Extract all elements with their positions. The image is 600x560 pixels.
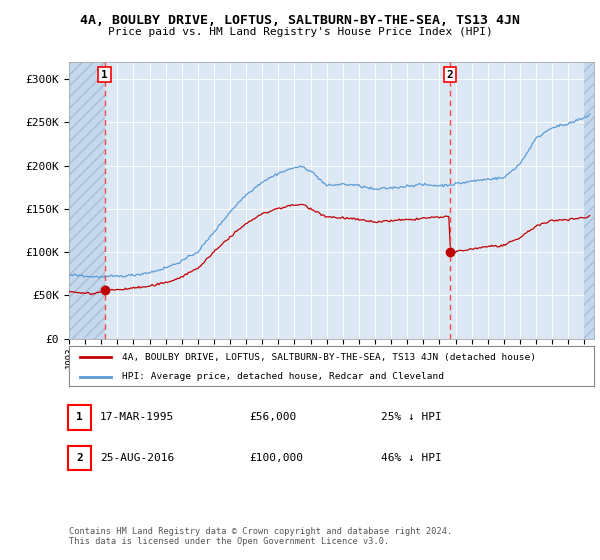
Bar xyxy=(584,62,594,339)
Text: 17-MAR-1995: 17-MAR-1995 xyxy=(100,412,175,422)
Text: 4A, BOULBY DRIVE, LOFTUS, SALTBURN-BY-THE-SEA, TS13 4JN (detached house): 4A, BOULBY DRIVE, LOFTUS, SALTBURN-BY-TH… xyxy=(121,353,536,362)
Text: £56,000: £56,000 xyxy=(249,412,296,422)
Text: 46% ↓ HPI: 46% ↓ HPI xyxy=(381,453,442,463)
Bar xyxy=(69,62,104,339)
Text: HPI: Average price, detached house, Redcar and Cleveland: HPI: Average price, detached house, Redc… xyxy=(121,372,443,381)
Text: 25% ↓ HPI: 25% ↓ HPI xyxy=(381,412,442,422)
Text: Price paid vs. HM Land Registry's House Price Index (HPI): Price paid vs. HM Land Registry's House … xyxy=(107,27,493,37)
Text: Contains HM Land Registry data © Crown copyright and database right 2024.
This d: Contains HM Land Registry data © Crown c… xyxy=(69,526,452,546)
Text: 2: 2 xyxy=(76,453,83,463)
Text: 1: 1 xyxy=(101,69,108,80)
Text: 4A, BOULBY DRIVE, LOFTUS, SALTBURN-BY-THE-SEA, TS13 4JN: 4A, BOULBY DRIVE, LOFTUS, SALTBURN-BY-TH… xyxy=(80,14,520,27)
Text: 1: 1 xyxy=(76,412,83,422)
Text: £100,000: £100,000 xyxy=(249,453,303,463)
Text: 2: 2 xyxy=(446,69,453,80)
Text: 25-AUG-2016: 25-AUG-2016 xyxy=(100,453,175,463)
